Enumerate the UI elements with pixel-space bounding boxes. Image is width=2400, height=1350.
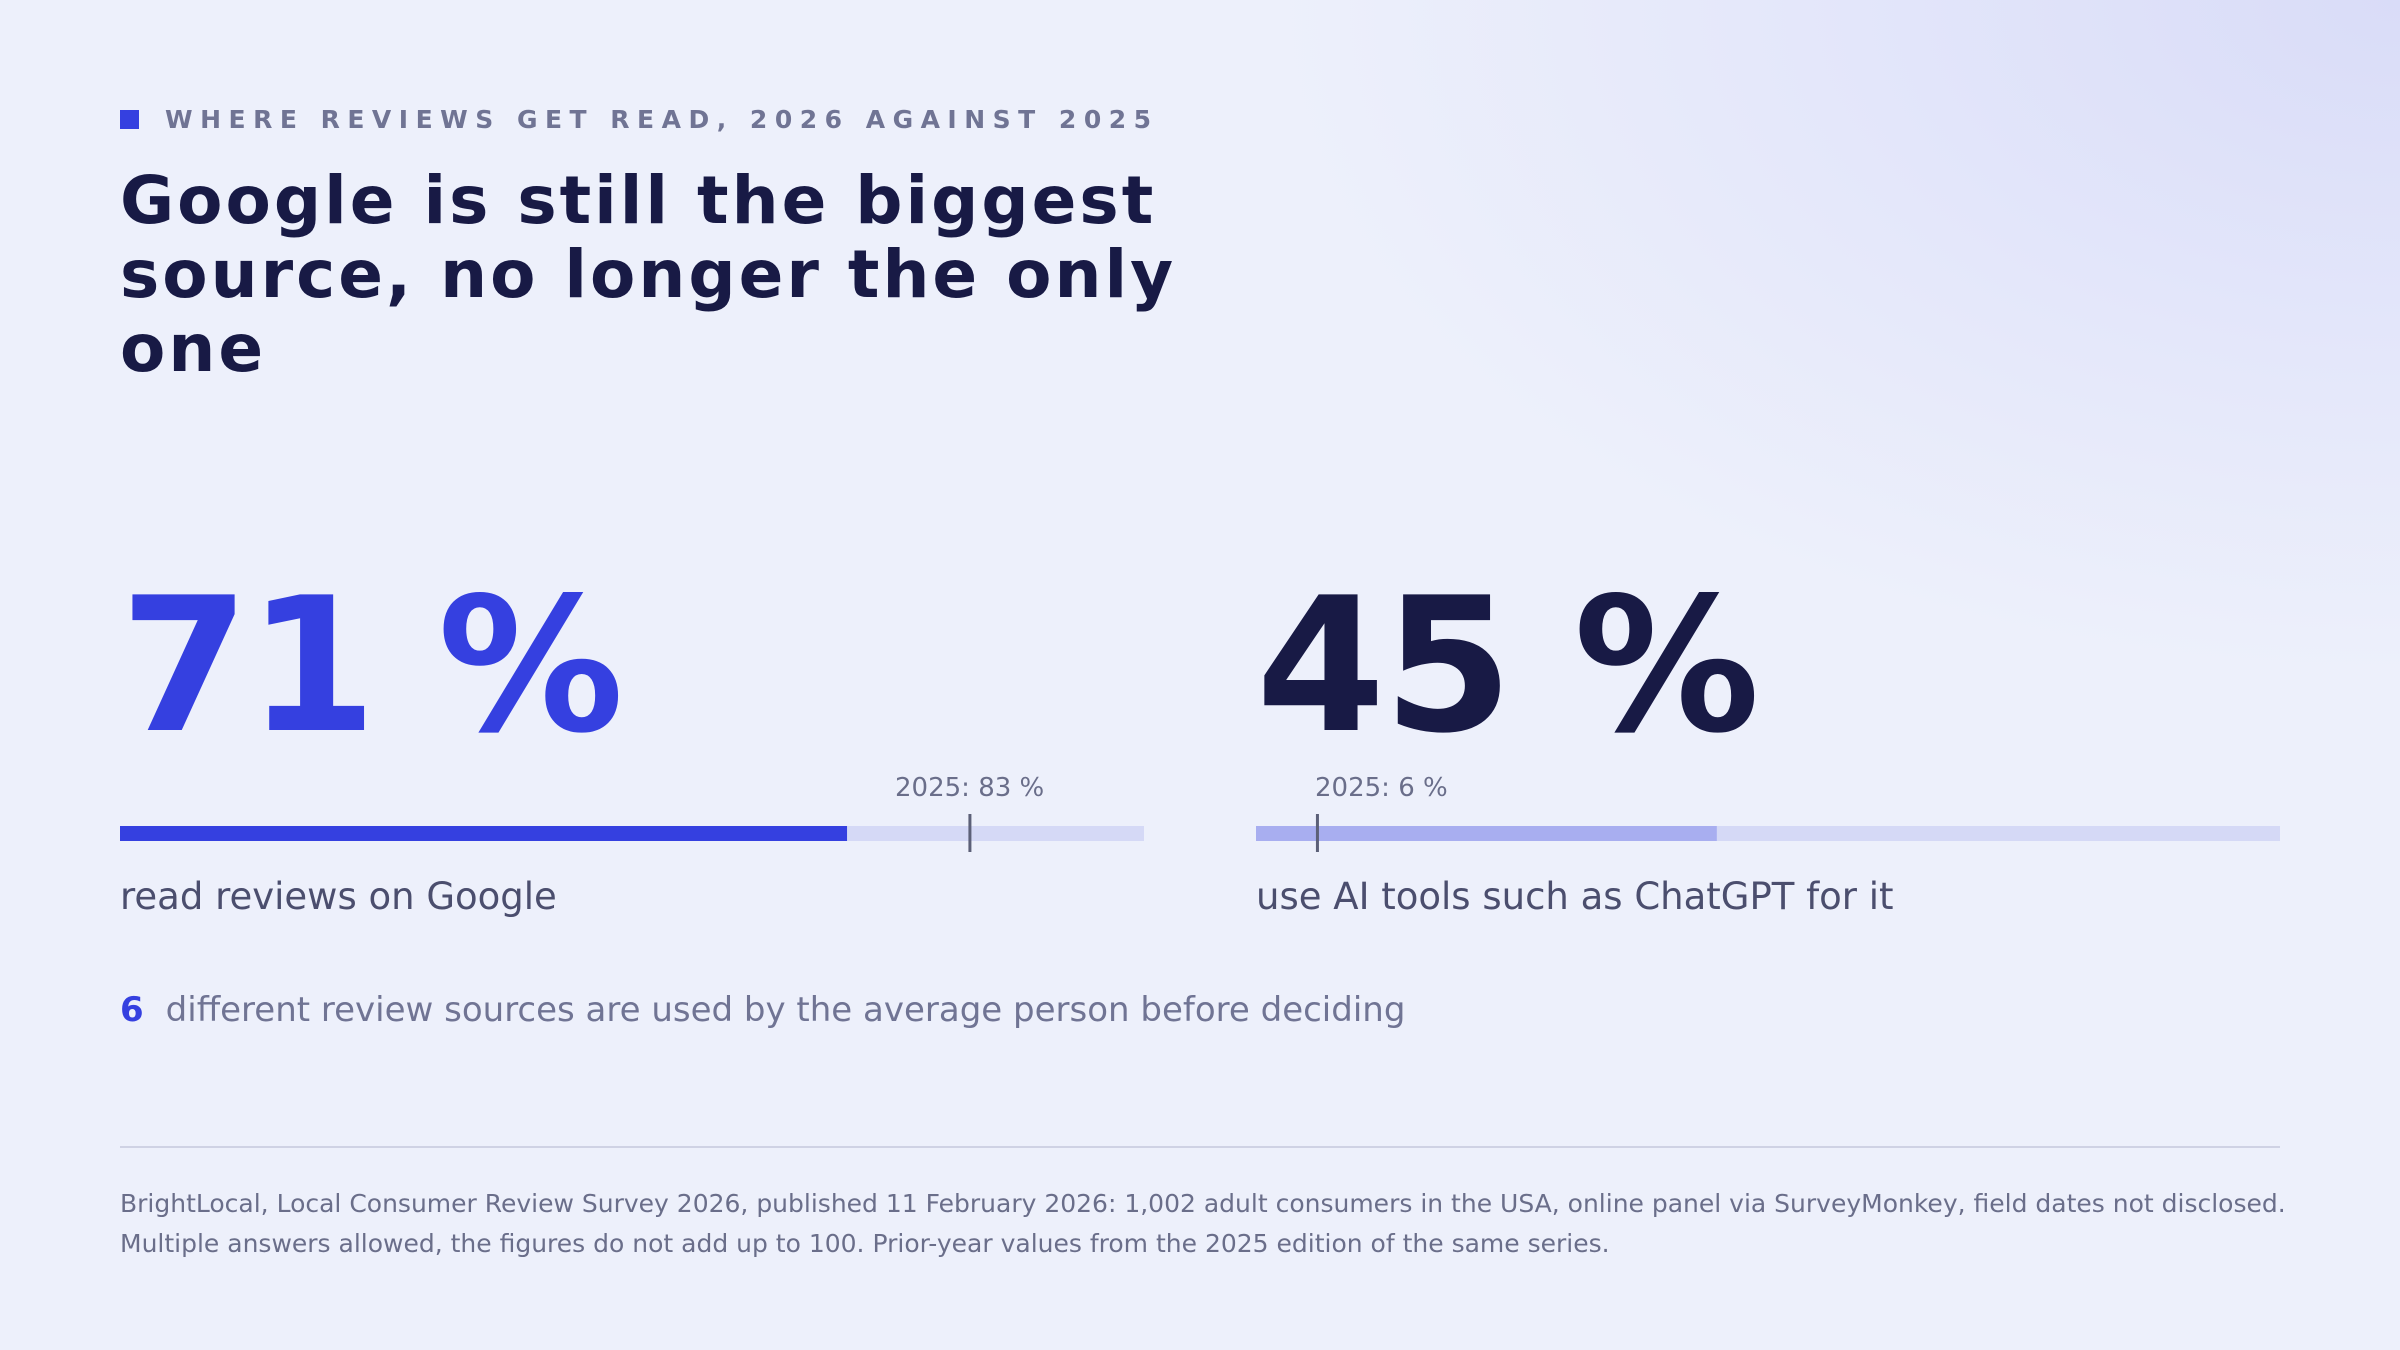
accent-square-icon — [120, 109, 139, 129]
bar-fill-google — [120, 826, 848, 841]
prior-year-marker-ai-tools — [1315, 814, 1319, 852]
divider — [120, 1146, 2280, 1148]
stat-text: different review sources are used by the… — [165, 990, 1406, 1030]
metric-value-ai-tools: 45 % — [1256, 557, 1760, 774]
eyebrow: WHERE REVIEWS GET READ, 2026 AGAINST 202… — [120, 104, 1159, 134]
bar-track-google — [120, 826, 1144, 841]
metric-label-google: read reviews on Google — [120, 875, 557, 918]
stat-number: 6 — [120, 990, 144, 1030]
source-note: BrightLocal, Local Consumer Review Surve… — [120, 1189, 2286, 1258]
metric-value-google: 71 % — [120, 557, 624, 774]
eyebrow-label: WHERE REVIEWS GET READ, 2026 AGAINST 202… — [165, 104, 1159, 134]
bar-track-ai-tools — [1256, 826, 2280, 841]
metric-label-ai-tools: use AI tools such as ChatGPT for it — [1256, 875, 1894, 918]
bar-fill-ai-tools — [1256, 826, 1717, 841]
stat-line: 6 different review sources are used by t… — [120, 985, 1405, 1035]
headline: Google is still the biggest source, no l… — [120, 162, 1177, 387]
prior-year-label-ai-tools: 2025: 6 % — [1315, 773, 1448, 803]
prior-year-label-google: 2025: 83 % — [895, 773, 1045, 803]
prior-year-marker-google — [968, 814, 972, 852]
